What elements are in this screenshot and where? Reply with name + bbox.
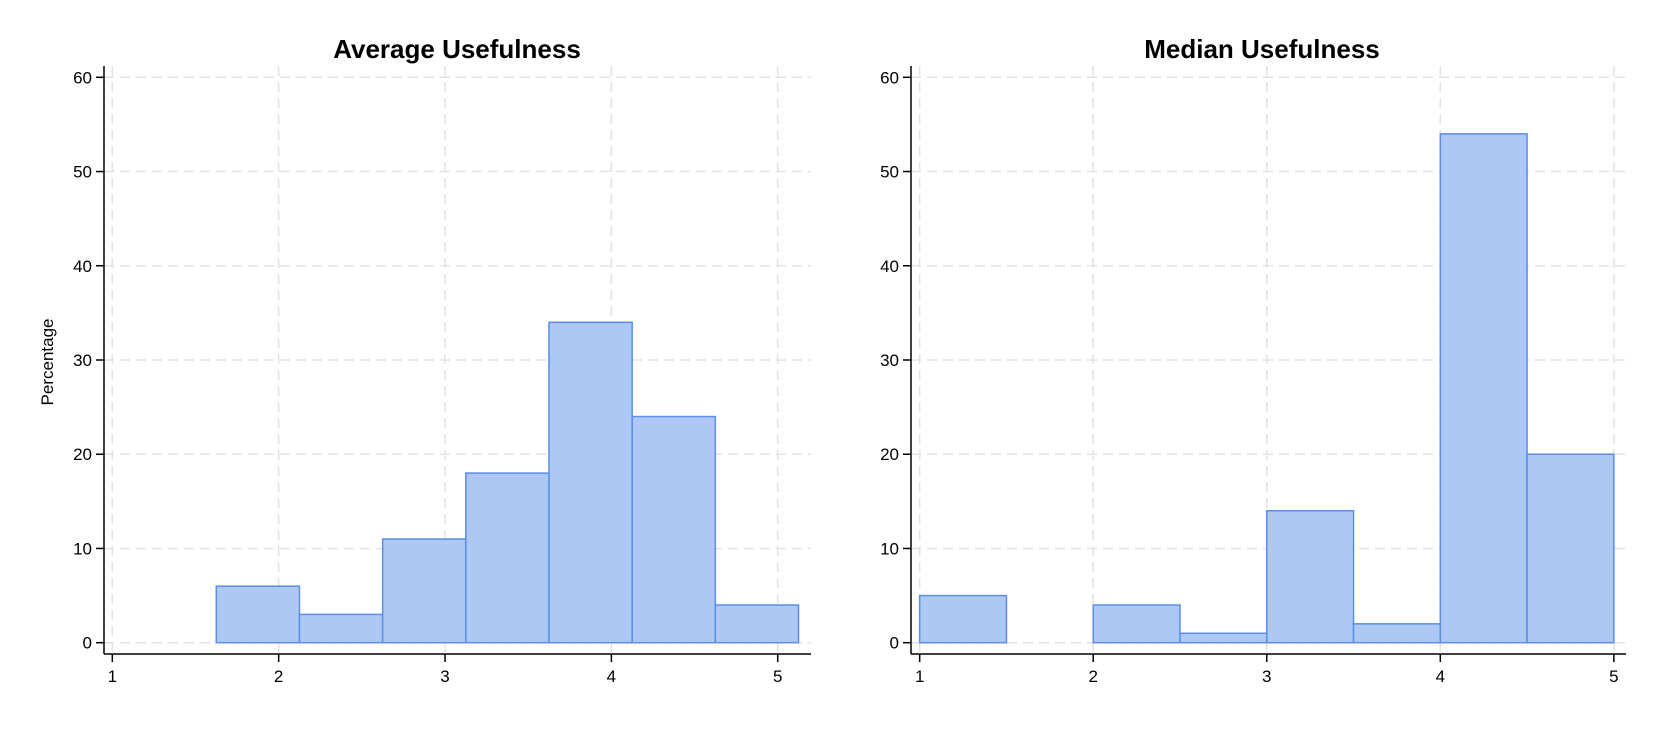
chart-title: Median Usefulness [1144, 34, 1380, 64]
histogram-bar [1092, 604, 1181, 644]
histogram-bar [1439, 133, 1528, 644]
y-tick-label: 40 [73, 257, 92, 276]
x-tick-label: 5 [773, 667, 782, 686]
x-tick-label: 3 [440, 667, 449, 686]
x-tick-label: 2 [1088, 667, 1097, 686]
y-tick-label: 10 [73, 539, 92, 558]
x-tick-label: 1 [108, 667, 117, 686]
y-tick-label: 20 [73, 445, 92, 464]
y-tick-label: 30 [73, 351, 92, 370]
x-tick-label: 4 [1436, 667, 1445, 686]
histogram-bar [631, 415, 717, 644]
y-tick-label: 10 [880, 539, 899, 558]
histogram-bar [1266, 510, 1355, 644]
histogram-bar [381, 538, 467, 644]
y-tick-label: 50 [73, 163, 92, 182]
axes: 0 10 20 30 40 50 60 1 2 3 4 5 [73, 66, 811, 686]
y-tick-label: 50 [880, 163, 899, 182]
histogram-bars [918, 133, 1615, 644]
y-tick-label: 60 [880, 68, 899, 87]
y-tick-label: 40 [880, 257, 899, 276]
axes: 0 10 20 30 40 50 60 1 2 3 4 5 [880, 66, 1626, 686]
chart-average-usefulness: Average Usefulness Percentage 0 10 20 30 40 5… [38, 34, 811, 686]
x-tick-label: 3 [1262, 667, 1271, 686]
y-tick-label: 0 [83, 634, 92, 653]
x-tick-label: 1 [915, 667, 924, 686]
histogram-bar [1179, 632, 1268, 644]
chart-median-usefulness: Median Usefulness 0 10 20 30 40 50 60 1 2 3 4 5 [880, 34, 1626, 686]
y-tick-label: 30 [880, 351, 899, 370]
y-tick-label: 20 [880, 445, 899, 464]
histogram-bar [1526, 453, 1615, 644]
histogram-bars [215, 321, 800, 644]
x-tick-label: 4 [607, 667, 616, 686]
histogram-bar [918, 594, 1008, 644]
y-axis-title: Percentage [38, 319, 57, 406]
histogram-bar [548, 321, 633, 644]
histogram-bar [465, 472, 550, 644]
histogram-bar [215, 585, 301, 644]
histogram-bar [1352, 623, 1442, 644]
y-tick-label: 60 [73, 68, 92, 87]
histogram-bar [714, 604, 800, 644]
x-tick-label: 2 [274, 667, 283, 686]
chart-title: Average Usefulness [333, 34, 581, 64]
x-tick-label: 5 [1609, 667, 1618, 686]
histogram-bar [298, 613, 384, 644]
y-tick-label: 0 [890, 634, 899, 653]
